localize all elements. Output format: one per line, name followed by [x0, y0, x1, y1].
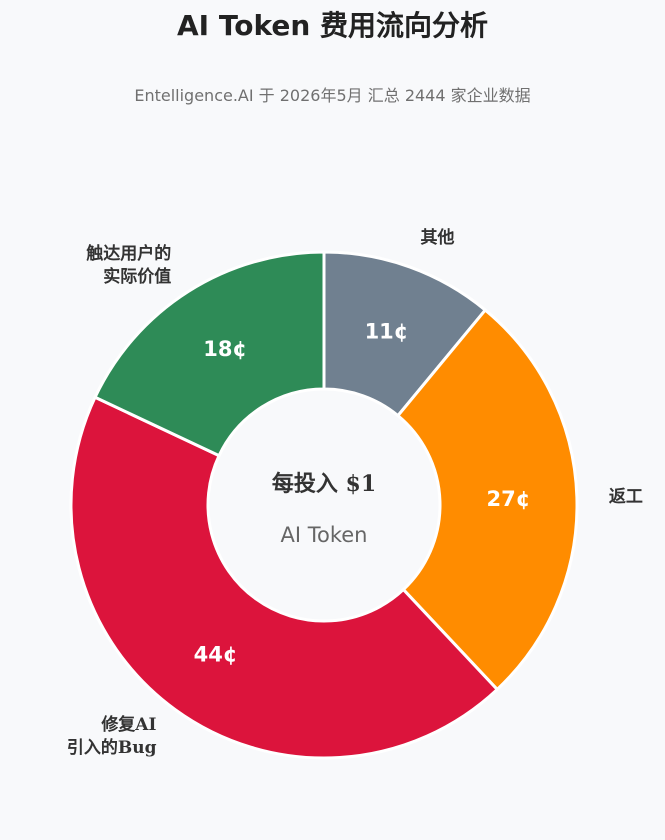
slice-category-label: 其他 — [421, 227, 455, 248]
donut-slices — [69, 250, 579, 760]
center-sublabel: AI Token — [281, 523, 368, 547]
donut-slice-3 — [93, 250, 326, 458]
slice-category-label-line: 其他 — [421, 227, 455, 248]
donut-slice-1 — [395, 307, 579, 692]
slice-category-label-line: 实际价值 — [103, 266, 171, 287]
donut-slice-2 — [69, 395, 500, 760]
slice-category-label: 修复AI 引入的Bug — [67, 714, 157, 758]
slice-value-label: 18¢ — [203, 337, 247, 361]
chart-title: AI Token 费用流向分析 — [177, 9, 488, 42]
chart-subtitle: Entelligence.AI 于 2026年5月 汇总 2444 家企业数据 — [134, 86, 531, 105]
slice-category-label-line: 修复AI — [100, 714, 156, 735]
slice-value-label: 27¢ — [486, 487, 530, 511]
center-label: 每投入 $1 — [272, 471, 376, 497]
slice-value-label: 11¢ — [365, 319, 409, 343]
slice-category-label-line: 返工 — [609, 487, 643, 507]
donut-slice-0 — [322, 250, 488, 418]
slice-category-label: 返工 — [609, 487, 643, 507]
slice-category-label-line: 引入的Bug — [67, 737, 157, 758]
slice-category-label-line: 触达用户的 — [85, 243, 171, 264]
slice-category-label: 触达用户的实际价值 — [85, 243, 171, 287]
donut-slice-labels: 11¢ 27¢ 44¢ 18¢ — [194, 319, 531, 666]
slice-value-label: 44¢ — [194, 642, 238, 666]
